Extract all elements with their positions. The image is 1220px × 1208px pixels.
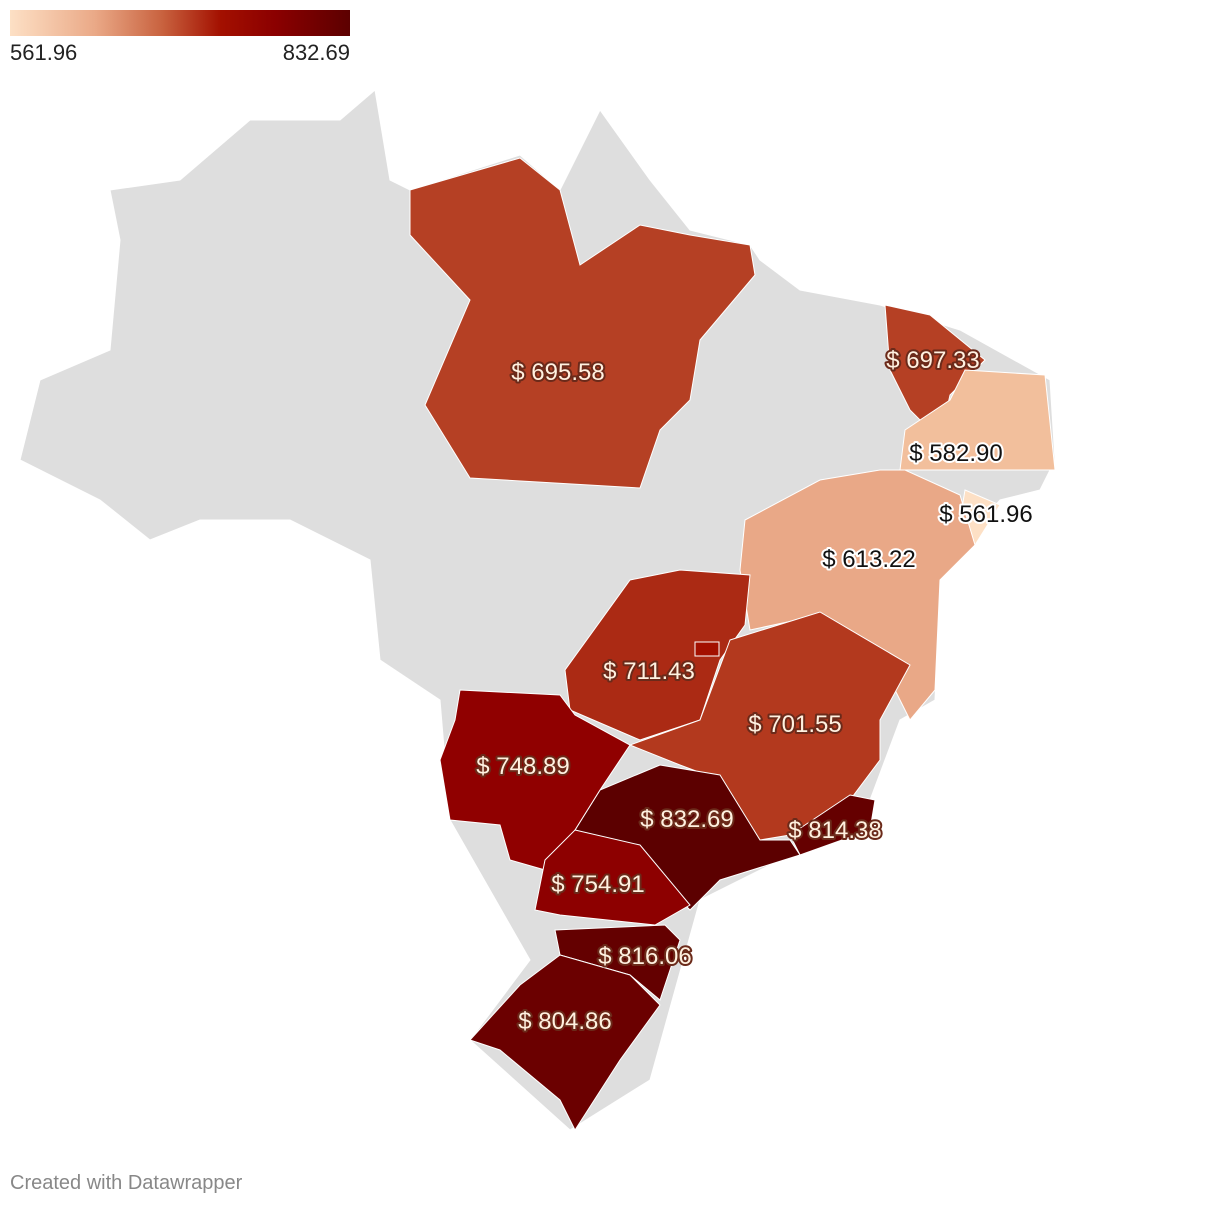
- region-value-label: $ 814.38: [788, 817, 881, 844]
- region-rio-de-janeiro[interactable]: [789, 794, 876, 856]
- region-value-label: $ 561.96: [939, 501, 1032, 528]
- region-goi-s[interactable]: [564, 569, 751, 741]
- region-value-label: $ 748.89: [476, 753, 569, 780]
- region-value-label: $ 582.90: [909, 440, 1002, 467]
- region-paran-[interactable]: [534, 829, 691, 926]
- region-value-label: $ 804.86: [518, 1008, 611, 1035]
- legend-gradient: [10, 10, 350, 36]
- color-legend: 561.96 832.69: [10, 10, 350, 65]
- region-value-label: $ 695.58: [511, 359, 604, 386]
- region-value-label: $ 697.33: [886, 347, 979, 374]
- region-par-[interactable]: [409, 157, 756, 489]
- region-value-label: $ 701.55: [748, 711, 841, 738]
- region-rio-grande-do-sul[interactable]: [469, 954, 661, 1132]
- credit-text: Created with Datawrapper: [10, 1172, 243, 1194]
- legend-min: 561.96: [10, 40, 78, 65]
- region-bahia[interactable]: [739, 469, 976, 721]
- region-value-label: $ 711.43: [603, 658, 695, 685]
- region-value-label: $ 832.69: [640, 806, 733, 833]
- region-value-label: $ 754.91: [551, 871, 644, 898]
- legend-max: 832.69: [282, 40, 350, 65]
- region-value-label: $ 613.22: [822, 546, 915, 573]
- region-distrito-federal[interactable]: [694, 641, 720, 657]
- region-value-label: $ 816.06: [598, 943, 691, 970]
